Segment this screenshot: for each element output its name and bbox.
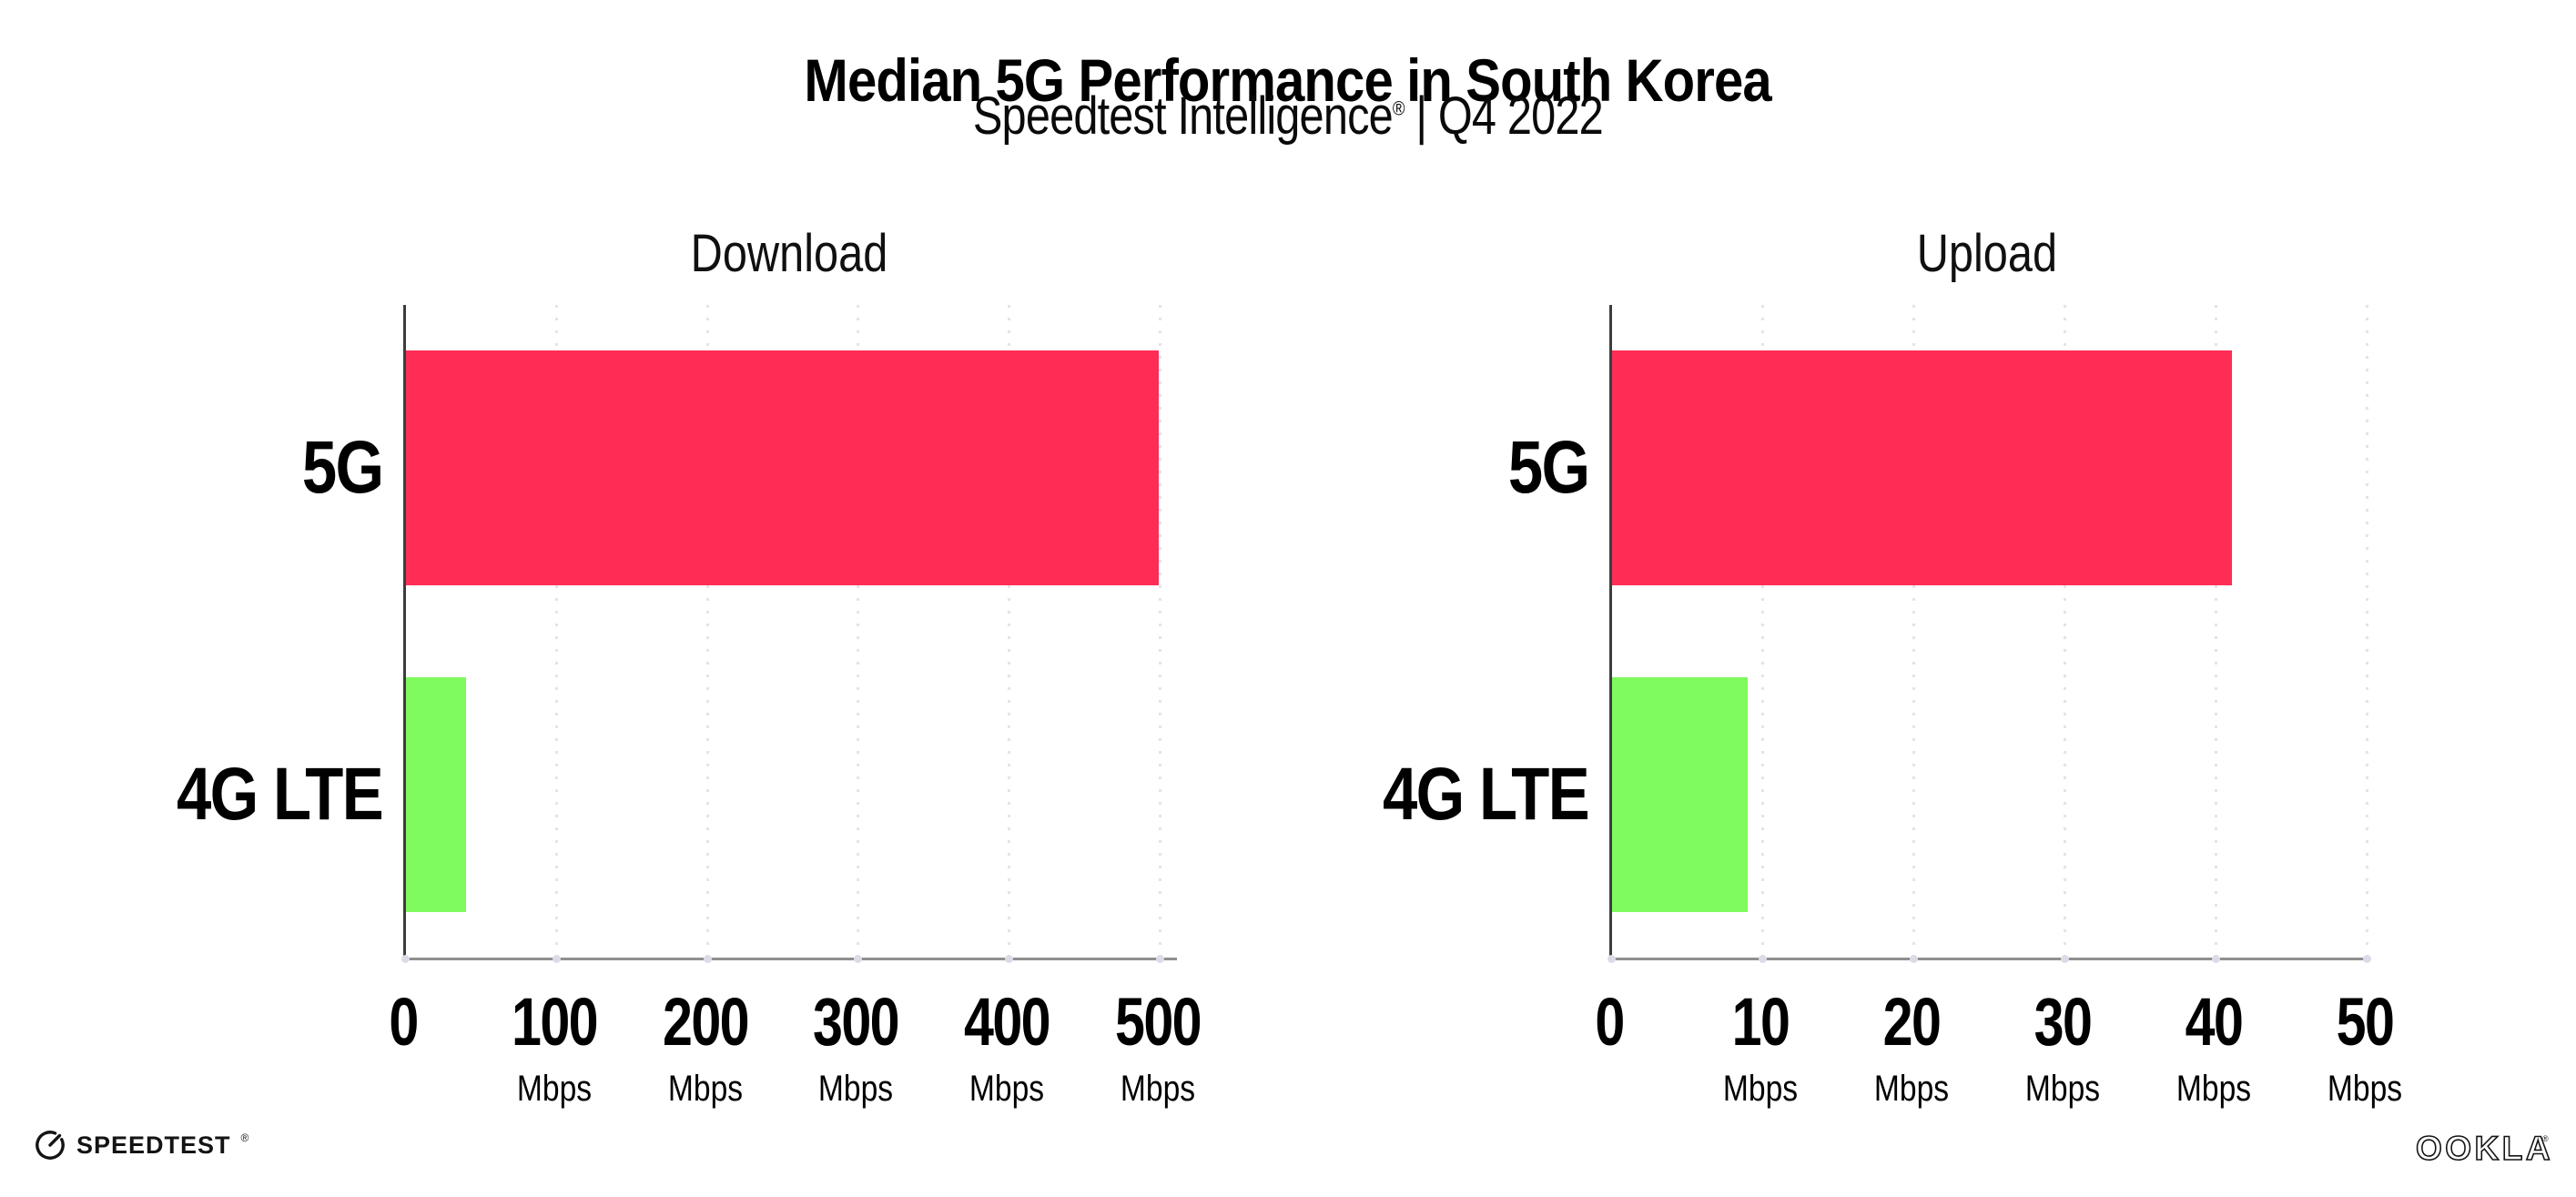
gridline-20 <box>1912 305 1915 959</box>
tick-label: 200 <box>662 984 750 1060</box>
tick-unit-label: Mbps <box>1873 1069 1950 1109</box>
tick-unit-label: Mbps <box>2175 1069 2252 1109</box>
tick-unit-label: Mbps <box>818 1069 894 1109</box>
download-chart-title: Download <box>690 224 887 283</box>
download-chart: Download 5G 4G LTE 0 100Mbps 200Mbps 300Mbps… <box>177 228 1202 1138</box>
upload-x-axis-ticks: 0 10 Mbps 20 Mbps 30 Mbps 40 Mbps 50 Mbps <box>1595 984 2402 1134</box>
tick-unit-label: Mbps <box>516 1069 592 1109</box>
tick-label: 50 <box>2336 984 2395 1060</box>
tick-dot-50 <box>2363 955 2371 963</box>
gridline-10 <box>1761 305 1764 959</box>
gridline-400 <box>1008 305 1010 959</box>
gridline-500 <box>1158 305 1161 959</box>
page-subtitle: Speedtest Intelligence® | Q4 2022 <box>0 87 2576 146</box>
upload-plot-area: 5G 4G LTE <box>1383 305 2371 963</box>
category-label-4g-lte: 4G LTE <box>1383 752 1590 836</box>
tick-unit-label: Mbps <box>1722 1069 1799 1109</box>
download-x-axis-ticks: 0 100 Mbps 200 Mbps 300 Mbps 400 Mbps 500 Mbps <box>389 984 1202 1134</box>
speedtest-logo: SPEEDTEST ® <box>34 1129 248 1161</box>
tick-dot-30 <box>2061 955 2069 963</box>
speedtest-registered-mark: ® <box>240 1131 249 1144</box>
tick-dot-400 <box>1005 955 1013 963</box>
bar-4g-lte <box>406 676 467 912</box>
gridline-300 <box>857 305 860 959</box>
tick-unit-label: Mbps <box>2024 1069 2101 1109</box>
ookla-logo: OOKLA ® <box>2414 1127 2552 1175</box>
gridline-200 <box>705 305 709 959</box>
bar-5g <box>1612 350 2232 586</box>
page-title: Median 5G Performance in South Korea <box>0 47 2576 114</box>
tick-label: 10 <box>1731 984 1790 1060</box>
tick-dot-20 <box>1910 955 1918 963</box>
subtitle-brand: Speedtest Intelligence <box>972 86 1394 146</box>
tick-unit-label: Mbps <box>2327 1069 2403 1109</box>
tick-dot-40 <box>2212 955 2220 963</box>
tick-label: 20 <box>1882 984 1942 1060</box>
tick-label: 30 <box>2033 984 2093 1060</box>
tick-dot-0 <box>1607 955 1616 963</box>
page-title-text: Median 5G Performance in South Korea <box>804 46 1772 115</box>
ookla-registered-mark: ® <box>2542 1134 2549 1143</box>
tick-label: 300 <box>813 984 900 1060</box>
svg-text:OOKLA: OOKLA <box>2416 1130 2552 1167</box>
tick-dot-200 <box>703 955 712 963</box>
subtitle-period: | Q4 2022 <box>1404 86 1603 146</box>
category-label-5g: 5G <box>301 426 383 510</box>
category-label-5g: 5G <box>1507 426 1589 510</box>
tick-unit-label: Mbps <box>1120 1069 1195 1109</box>
tick-label: 0 <box>1595 984 1625 1060</box>
tick-dot-10 <box>1759 955 1767 963</box>
ookla-wordmark: OOKLA ® <box>2415 1129 2552 1168</box>
bar-5g <box>406 350 1160 586</box>
tick-unit-label: Mbps <box>969 1069 1045 1109</box>
gridline-50 <box>2366 305 2368 959</box>
speedtest-wordmark: SPEEDTEST <box>76 1131 231 1159</box>
tick-dot-100 <box>552 955 561 963</box>
gridline-40 <box>2215 305 2217 959</box>
upload-chart-title: Upload <box>1916 224 2058 283</box>
gridline-100 <box>554 305 558 959</box>
speedtest-gauge-icon <box>35 1131 65 1160</box>
tick-label: 40 <box>2185 984 2244 1060</box>
tick-dot-500 <box>1155 955 1164 963</box>
tick-label: 0 <box>389 984 419 1060</box>
tick-dot-300 <box>854 955 863 963</box>
download-plot-area: 5G 4G LTE <box>177 305 1177 963</box>
bar-4g-lte <box>1612 676 1749 912</box>
tick-dot-0 <box>401 955 410 963</box>
tick-unit-label: Mbps <box>667 1069 743 1109</box>
tick-label: 500 <box>1114 984 1202 1060</box>
upload-chart: Upload 5G 4G LTE 0 10Mbps 20Mbps 30Mbps 40Mbp… <box>1383 228 2402 1138</box>
category-label-4g-lte: 4G LTE <box>177 752 384 836</box>
registered-mark: ® <box>1392 96 1405 120</box>
gridline-30 <box>2064 305 2066 959</box>
page-subtitle-text: Speedtest Intelligence® | Q4 2022 <box>972 86 1604 146</box>
tick-label: 100 <box>511 984 599 1060</box>
tick-label: 400 <box>964 984 1051 1060</box>
